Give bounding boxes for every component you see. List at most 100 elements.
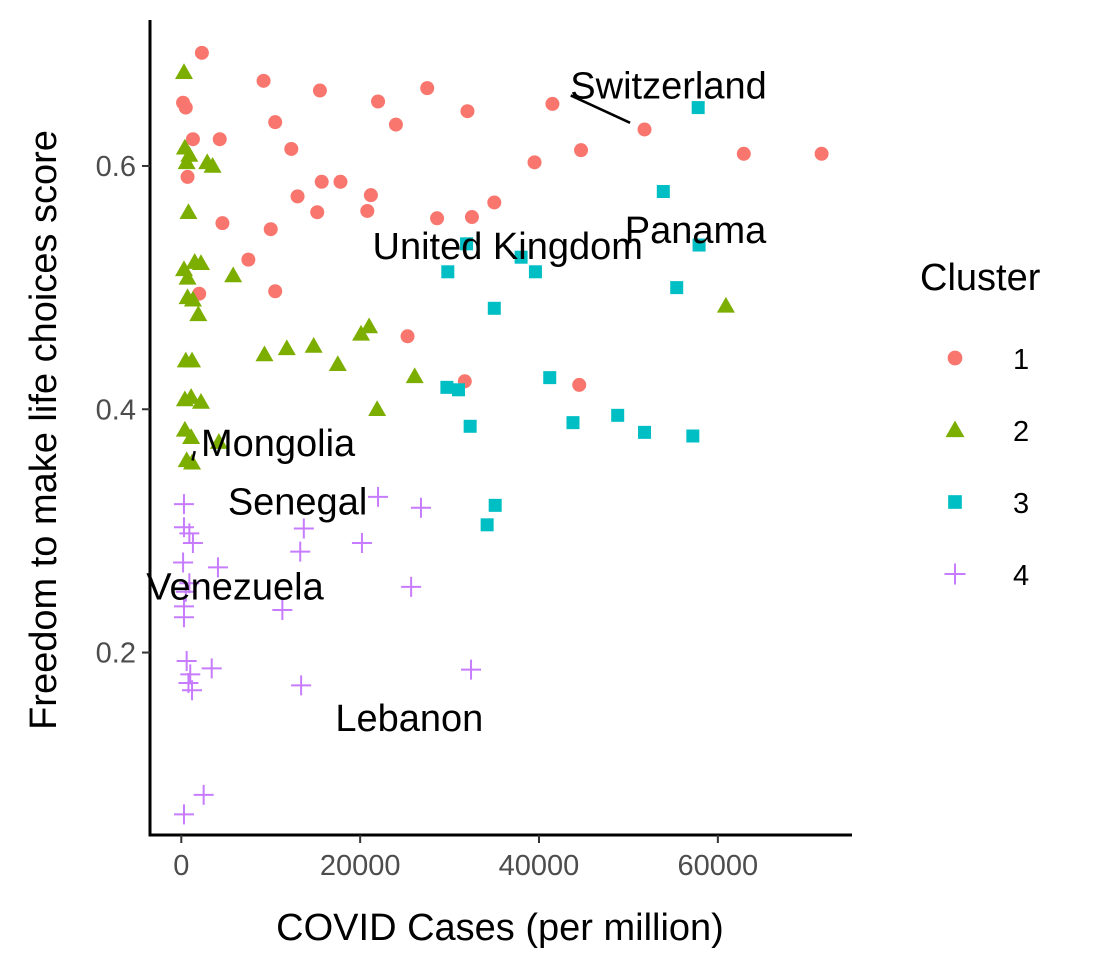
annotation-label: Senegal [228, 481, 367, 523]
data-point-cluster-4 [180, 664, 201, 685]
data-point-cluster-2 [405, 367, 424, 384]
data-point-cluster-3 [692, 238, 706, 252]
data-point-cluster-3 [440, 380, 454, 394]
data-point-cluster-1 [464, 210, 479, 225]
y-tick-label: 0.6 [96, 151, 136, 183]
data-point-cluster-3 [452, 383, 466, 397]
data-point-cluster-1 [284, 141, 299, 156]
x-tick-label: 0 [173, 850, 189, 882]
data-point-cluster-3 [543, 371, 557, 385]
data-point-cluster-1 [572, 377, 587, 392]
data-point-cluster-1 [185, 132, 200, 147]
data-point-cluster-1 [333, 174, 348, 189]
data-point-cluster-2 [182, 388, 201, 404]
data-point-cluster-4 [193, 784, 214, 805]
legend-key-cluster-1 [947, 350, 963, 366]
data-point-cluster-2 [183, 453, 202, 470]
data-point-cluster-1 [360, 203, 375, 218]
data-point-cluster-4 [173, 804, 194, 825]
data-point-cluster-2 [304, 337, 323, 353]
data-point-cluster-4 [173, 494, 194, 515]
points-layer [173, 45, 829, 825]
annotation-label: Switzerland [570, 65, 766, 107]
data-point-cluster-1 [314, 174, 329, 189]
data-point-cluster-2 [183, 351, 202, 368]
data-point-cluster-2 [277, 339, 296, 356]
data-point-cluster-1 [736, 146, 751, 161]
legend-title: Cluster [920, 257, 1041, 299]
data-point-cluster-4 [179, 573, 200, 594]
annotation-leader-line [191, 450, 196, 461]
data-point-cluster-2 [177, 153, 196, 170]
data-point-cluster-1 [312, 83, 327, 98]
data-point-cluster-4 [368, 486, 389, 507]
data-point-cluster-1 [371, 94, 386, 109]
data-point-cluster-4 [173, 607, 194, 628]
data-point-cluster-2 [328, 355, 347, 371]
data-point-cluster-1 [637, 122, 652, 137]
data-point-cluster-2 [191, 254, 210, 271]
y-axis-ticks: 0.2 0.4 0.6 [96, 151, 150, 670]
data-point-cluster-1 [263, 222, 278, 237]
data-point-cluster-2 [189, 305, 208, 322]
data-point-cluster-4 [182, 533, 203, 554]
data-point-cluster-4 [291, 675, 312, 696]
data-point-cluster-4 [272, 599, 293, 620]
data-point-cluster-4 [461, 659, 482, 680]
data-point-cluster-2 [191, 392, 210, 409]
legend-key-cluster-3 [948, 495, 962, 509]
data-point-cluster-2 [203, 156, 222, 173]
data-point-cluster-2 [368, 400, 387, 417]
data-point-cluster-3 [488, 498, 502, 512]
y-axis-title: Freedom to make life choices score [23, 130, 65, 730]
annotation-label: Venezuela [146, 567, 324, 609]
data-point-cluster-1 [460, 104, 475, 119]
data-point-cluster-4 [207, 557, 228, 578]
legend-entries: 1 2 3 4 [944, 344, 1029, 592]
data-point-cluster-2 [183, 290, 202, 307]
data-point-cluster-1 [290, 189, 305, 204]
annotation-label: Panama [625, 210, 767, 252]
data-point-cluster-4 [401, 576, 422, 597]
data-point-cluster-2 [209, 433, 228, 449]
legend-key-cluster-2 [945, 420, 965, 438]
data-point-cluster-2 [360, 317, 379, 334]
legend: Cluster 1 2 3 4 [920, 257, 1041, 592]
data-point-cluster-1 [814, 146, 829, 161]
x-tick-label: 20000 [320, 850, 401, 882]
data-point-cluster-1 [212, 132, 227, 147]
annotation-label: Mongolia [201, 423, 356, 465]
data-point-cluster-4 [201, 658, 222, 679]
data-point-cluster-3 [670, 281, 684, 295]
data-point-cluster-1 [180, 169, 195, 184]
data-point-cluster-4 [351, 533, 372, 554]
data-point-cluster-1 [256, 73, 271, 88]
data-point-cluster-3 [566, 416, 580, 430]
data-point-cluster-3 [480, 518, 494, 532]
legend-key-cluster-4 [944, 563, 966, 585]
data-point-cluster-3 [686, 429, 700, 443]
data-point-cluster-3 [528, 265, 542, 279]
data-point-cluster-1 [310, 205, 325, 220]
data-point-cluster-1 [178, 100, 193, 115]
legend-label: 2 [1013, 416, 1029, 448]
data-point-cluster-3 [441, 265, 455, 279]
data-point-cluster-1 [194, 45, 209, 60]
data-point-cluster-3 [638, 425, 652, 439]
annotation-label: United Kingdom [373, 226, 643, 268]
data-point-cluster-1 [268, 284, 283, 299]
data-point-cluster-2 [255, 345, 274, 362]
data-point-cluster-3 [611, 408, 625, 422]
data-point-cluster-1 [527, 155, 542, 170]
data-point-cluster-2 [182, 428, 201, 444]
data-point-cluster-1 [268, 115, 283, 130]
data-point-cluster-4 [410, 497, 431, 518]
x-tick-label: 40000 [499, 850, 580, 882]
data-point-cluster-3 [487, 301, 501, 315]
data-point-cluster-2 [716, 296, 735, 313]
data-point-cluster-1 [241, 252, 256, 267]
x-axis-ticks: 0 20000 40000 60000 [173, 835, 758, 882]
